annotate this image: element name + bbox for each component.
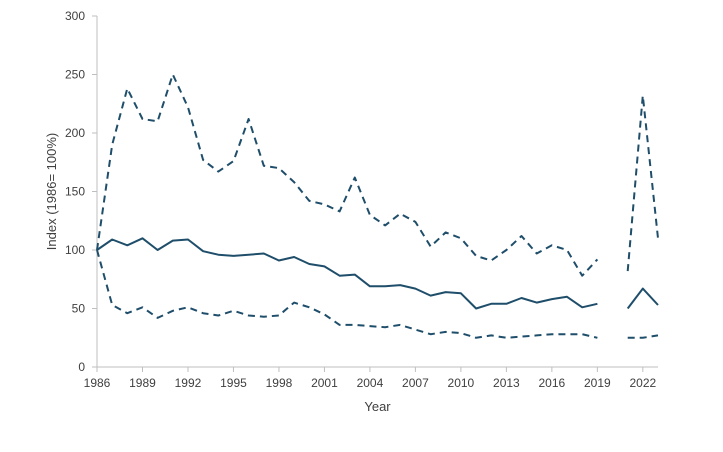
x-tick-label: 2010 (448, 376, 475, 390)
x-tick-label: 2016 (539, 376, 566, 390)
x-tick-label: 1989 (129, 376, 156, 390)
y-tick-label: 50 (72, 302, 86, 316)
series-3-line-segment-2 (627, 334, 659, 339)
x-tick-label: 1986 (84, 376, 111, 390)
series-2-line-segment-2 (626, 287, 659, 310)
series-1-line-segment-1 (96, 73, 599, 277)
series-1-line-segment-2 (626, 94, 659, 272)
y-tick-label: 300 (65, 9, 85, 23)
x-tick-label: 2001 (311, 376, 338, 390)
y-tick-label: 0 (78, 360, 85, 374)
x-axis-title: Year (364, 399, 391, 414)
series-group (96, 73, 659, 339)
x-tick-label: 1995 (220, 376, 247, 390)
x-tick-label: 2022 (629, 376, 656, 390)
x-tick-label: 1992 (175, 376, 202, 390)
y-tick-label: 150 (65, 185, 85, 199)
y-tick-label: 200 (65, 126, 85, 140)
x-axis-ticks: 1986 1989 1992 1995 1998 2001 2004 2007 2010 2013… (84, 367, 657, 390)
x-tick-label: 2004 (357, 376, 384, 390)
y-axis-ticks: 0 50 100 150 200 250 300 (65, 9, 97, 374)
y-tick-label: 250 (65, 68, 85, 82)
x-tick-label: 2013 (493, 376, 520, 390)
x-tick-label: 2007 (402, 376, 429, 390)
x-tick-label: 2019 (584, 376, 611, 390)
x-tick-label: 1998 (266, 376, 293, 390)
y-tick-label: 100 (65, 243, 85, 257)
series-3-line-segment-1 (96, 249, 598, 339)
y-axis-title: Index (1986= 100%) (44, 133, 59, 250)
series-2-line-segment-1 (96, 237, 598, 310)
